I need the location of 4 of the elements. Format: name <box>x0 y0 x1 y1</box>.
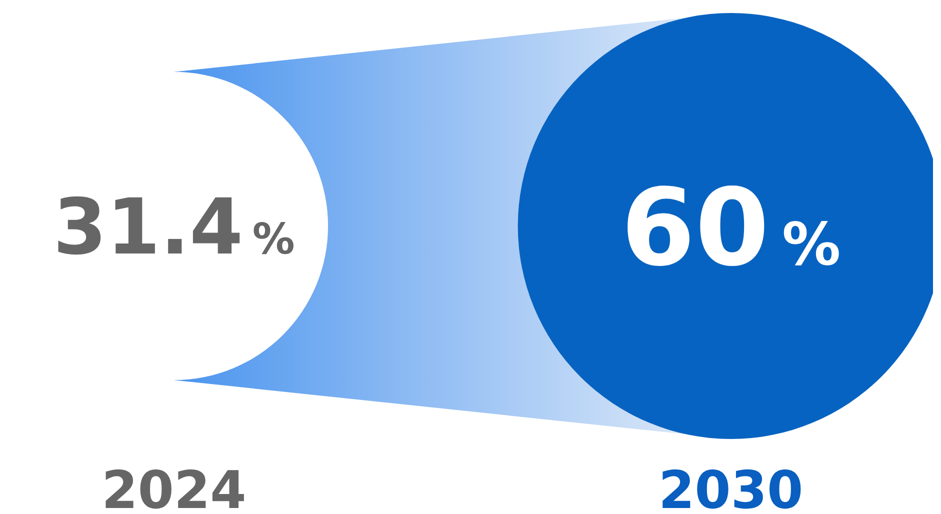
data-label: 31.4% <box>53 182 295 273</box>
data-label: 60% <box>621 166 841 290</box>
category-label: 2030 <box>658 461 804 514</box>
category-label: 2024 <box>102 461 246 514</box>
